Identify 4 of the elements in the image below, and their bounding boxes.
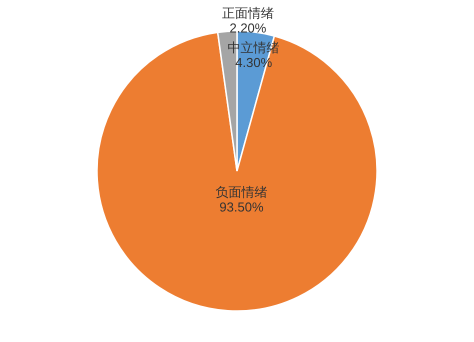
data-label: 2.20% (229, 20, 267, 36)
slice-label: 正面情绪 (222, 5, 274, 20)
slice-label: 负面情绪 (215, 184, 268, 200)
data-label: 93.50% (219, 200, 264, 215)
